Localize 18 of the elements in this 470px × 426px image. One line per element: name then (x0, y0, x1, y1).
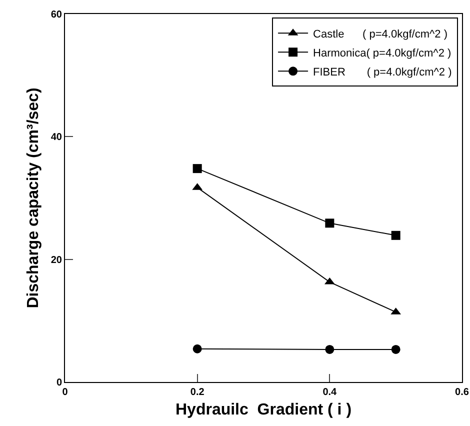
y-tick-label: 60 (50, 10, 62, 20)
point (325, 218, 334, 228)
x-tick-label: 0.4 (322, 387, 338, 398)
point (325, 344, 334, 354)
y-axis-title: Discharge capacity (cm³/sec) (24, 88, 42, 308)
legend-label: Harmonica( p=4.0kgf/cm^2 ) (313, 47, 452, 60)
point (391, 230, 400, 240)
y-tick-label: 0 (56, 378, 62, 388)
point (192, 344, 202, 354)
legend-label: Castle ( p=4.0kgf/cm^2 ) (313, 28, 448, 40)
x-tick-label: 0.2 (190, 387, 205, 398)
y-tick-label: 40 (50, 132, 62, 144)
x-tick-label: 0.6 (455, 387, 470, 398)
x-axis-title: Hydrauilc Gradient ( i ) (175, 402, 352, 419)
point (192, 164, 202, 174)
y-tick-label: 20 (50, 254, 62, 266)
legend-label: FIBER ( p=4.0kgf/cm^2 ) (313, 66, 452, 78)
point (391, 344, 400, 354)
